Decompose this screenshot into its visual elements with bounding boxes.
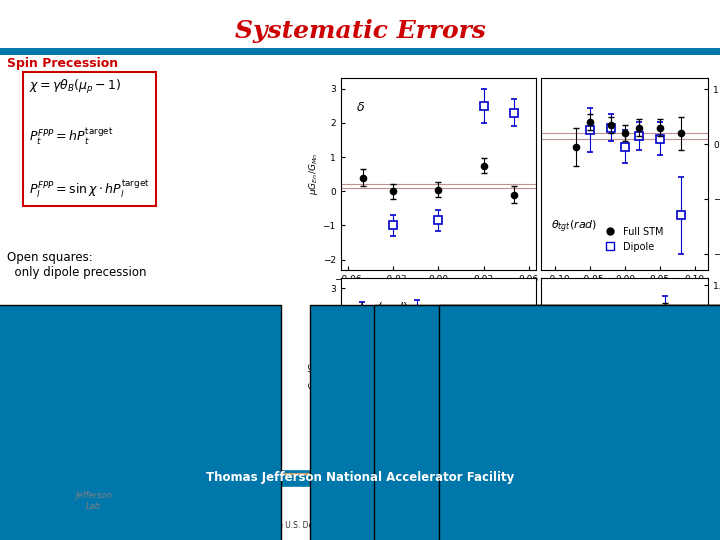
Text: No dependence of $G_E/G_M$ on
  either $\delta$, $\theta$, $\phi$ or $y_{targ}$: No dependence of $G_E/G_M$ on either $\d… [7,359,173,396]
Y-axis label: $\mu G_{En}/G_{Mn}$: $\mu G_{En}/G_{Mn}$ [307,153,320,195]
Legend: Full STM, Dipole: Full STM, Dipole [596,223,667,255]
Text: SUSS-FSB, August 23, 2004, GT: SUSS-FSB, August 23, 2004, GT [593,521,713,530]
Text: Open squares:
  only dipole precession: Open squares: only dipole precession [7,251,147,279]
Text: $y_{tgt}$ (mm): $y_{tgt}$ (mm) [634,419,686,435]
Y-axis label: $\mu G_{En}/G_{Mn}$: $\mu G_{En}/G_{Mn}$ [307,353,320,395]
Text: Full circles:
  event-by-event correction: Full circles: event-by-event correction [7,305,168,333]
Text: $\phi_{tgt}(rad)$: $\phi_{tgt}(rad)$ [356,301,409,319]
Text: Spin Precession: Spin Precession [7,57,118,70]
Text: $\theta_{tgt}(rad)$: $\theta_{tgt}(rad)$ [552,219,598,235]
Text: $\chi = \gamma\theta_B(\mu_p - 1)$

$P_t^{FPP} = hP_t^{\rm target}$

$P_l^{FPP} : $\chi = \gamma\theta_B(\mu_p - 1)$ $P_t^… [29,78,150,200]
Text: Systematic Errors: Systematic Errors [235,19,485,43]
Text: $\delta$: $\delta$ [356,102,365,114]
Text: Thomas Jefferson National Accelerator Facility: Thomas Jefferson National Accelerator Fa… [206,471,514,484]
Text: Operated by the Southeastern Universities Research Association for the U.S. Depa: Operated by the Southeastern Universitie… [7,521,390,530]
Text: Jefferson
Lab: Jefferson Lab [75,491,112,511]
